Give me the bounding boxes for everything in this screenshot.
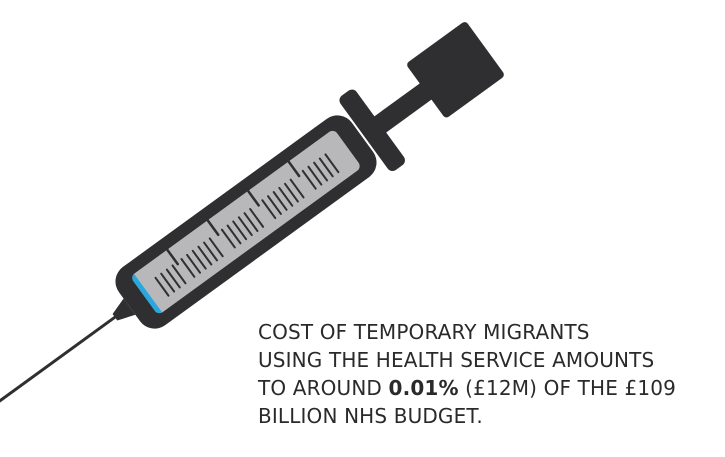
statistic-caption: COST OF TEMPORARY MIGRANTS USING THE HEA…: [258, 318, 718, 430]
needle: [0, 315, 117, 406]
caption-line-2: USING THE HEALTH SERVICE AMOUNTS: [258, 348, 655, 372]
thumb-rest: [407, 22, 504, 118]
caption-line-1: COST OF TEMPORARY MIGRANTS: [258, 320, 590, 344]
caption-line-3-before: TO AROUND: [258, 376, 382, 400]
plunger-rod: [372, 78, 438, 134]
graduation-marks: [154, 153, 340, 297]
caption-line-3-after: (£12M) OF THE £109: [465, 376, 677, 400]
plunger-tip: [129, 273, 163, 316]
needle-hub: [112, 298, 136, 321]
highlight-percentage: 0.01%: [388, 376, 459, 400]
caption-line-4: BILLION NHS BUDGET.: [258, 404, 483, 428]
caption-line-3: TO AROUND 0.01% (£12M) OF THE £109: [258, 374, 718, 402]
finger-flange: [339, 89, 405, 172]
